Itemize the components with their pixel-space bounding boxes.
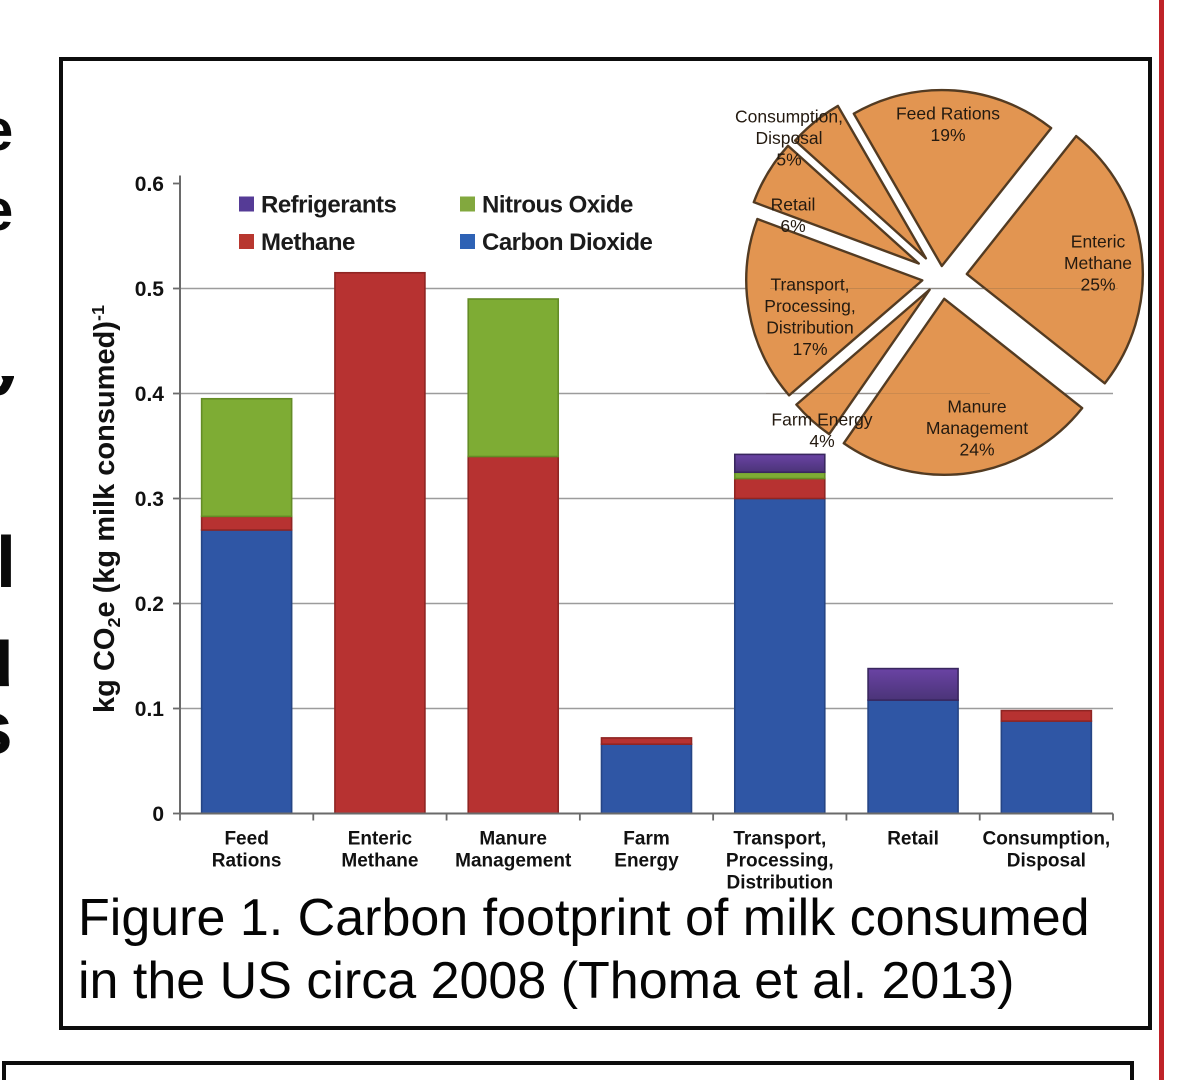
pie-slice-label: 17% — [792, 339, 827, 359]
pie-slice-label: Distribution — [766, 317, 854, 337]
next-figure-border-box — [2, 1061, 1134, 1080]
legend-swatch-refrigerants — [239, 196, 254, 212]
legend: Refrigerants Nitrous Oxide Methane Carbon D… — [239, 192, 653, 256]
bar-segment-nitrous-oxide — [200, 397, 293, 518]
x-category-label: Distribution — [726, 873, 833, 894]
legend-label: Refrigerants — [261, 192, 397, 219]
legend-swatch-nitrous-oxide — [460, 196, 475, 212]
x-category-label: Farm — [623, 829, 669, 850]
pie-slice-4 — [745, 217, 924, 397]
pie-slice-label: 24% — [959, 439, 994, 459]
pie-slice-label: 5% — [776, 149, 801, 169]
pie-slice-label: Management — [926, 418, 1028, 438]
pie-slice-label: Manure — [947, 396, 1006, 416]
y-tick-label: 0.6 — [135, 173, 164, 196]
pie-slice-label: 6% — [780, 216, 805, 236]
x-category-label: Retail — [887, 829, 939, 850]
legend-swatch-methane — [239, 234, 254, 249]
pie-slice-label: Transport, — [770, 274, 849, 294]
legend-swatch-carbon-dioxide — [460, 234, 475, 249]
pie-slice-3 — [795, 288, 931, 436]
pie-slice-label: Disposal — [755, 128, 822, 148]
edge-text-fragment: s — [0, 686, 13, 770]
pie-slice-label: Retail — [771, 194, 816, 214]
bar-segment-carbon-dioxide — [600, 743, 693, 815]
y-tick-label: 0.5 — [135, 278, 165, 301]
pie-slice-label: Enteric — [1071, 231, 1126, 251]
left-edge-text-fragments: ee y lus — [0, 98, 27, 770]
bar-segment-refrigerants — [733, 453, 826, 474]
x-category-label: Energy — [614, 851, 679, 872]
bar-segment-nitrous-oxide — [733, 471, 826, 480]
pie-slice-label: Feed Rations — [896, 103, 1000, 123]
x-category-label: Manure — [479, 829, 547, 850]
pie-slice-label: Consumption, — [735, 106, 843, 126]
x-category-label: Processing, — [726, 851, 834, 872]
x-category-label: Management — [455, 851, 572, 872]
bar-segment-carbon-dioxide — [867, 699, 959, 815]
pie-slice-label: 19% — [930, 125, 965, 145]
legend-label: Carbon Dioxide — [482, 229, 653, 256]
bar-segment-methane — [600, 737, 693, 746]
pie-slice-label: Methane — [1064, 253, 1132, 273]
x-category-label: Feed — [224, 829, 268, 850]
pie-slice-0 — [852, 88, 1053, 268]
bar-segment-methane — [1000, 709, 1093, 722]
pie-slice-label: 4% — [809, 431, 834, 451]
y-tick-label: 0.2 — [135, 593, 164, 616]
edge-text-fragment: l — [0, 523, 16, 603]
x-category-label: Enteric — [348, 829, 413, 850]
pie-slice-5 — [752, 144, 920, 265]
y-tick-label: 0.1 — [135, 698, 165, 721]
x-category-label: Methane — [341, 851, 418, 872]
bar-segment-methane — [200, 515, 293, 531]
pie-slice-1 — [965, 134, 1145, 385]
y-tick-label: 0.3 — [135, 488, 164, 511]
figure-caption-line1: Figure 1. Carbon footprint of milk consu… — [78, 889, 1090, 947]
bar-segment-methane — [733, 477, 826, 500]
legend-label: Nitrous Oxide — [482, 192, 633, 219]
pie-slice-2 — [842, 297, 1084, 476]
legend-label: Methane — [261, 229, 355, 256]
bar-segment-methane — [334, 271, 426, 815]
y-tick-label: 0 — [152, 803, 164, 826]
edge-text-fragment: u — [0, 606, 15, 705]
bar-segment-nitrous-oxide — [467, 298, 560, 458]
edge-text-fragment: y — [0, 318, 27, 396]
pie-slice-6 — [793, 104, 928, 260]
y-tick-label: 0.4 — [135, 383, 165, 406]
x-category-label: Rations — [212, 851, 282, 872]
red-margin-line — [1159, 0, 1164, 1080]
x-category-label: Disposal — [1007, 851, 1086, 872]
figure-caption: Figure 1. Carbon footprint of milk consu… — [78, 887, 1090, 1013]
y-axis-title: kg CO2e (kg milk consumed)-1 — [88, 305, 124, 713]
pie-slice-label: Processing, — [764, 296, 855, 316]
edge-text-fragment: e — [0, 98, 13, 163]
bar-segment-methane — [467, 455, 560, 815]
pie-slice-label: 25% — [1080, 274, 1115, 294]
bar-series — [200, 271, 1093, 815]
x-category-label: Consumption, — [983, 829, 1111, 850]
pie-slice-label: Farm Energy — [771, 409, 872, 429]
bar-segment-refrigerants — [867, 667, 959, 701]
bar-segment-carbon-dioxide — [733, 497, 826, 815]
edge-text-fragment: e — [0, 178, 13, 243]
bar-segment-carbon-dioxide — [200, 529, 293, 815]
figure-caption-line2: in the US circa 2008 (Thoma et al. 2013) — [78, 952, 1015, 1010]
x-category-label: Transport, — [733, 829, 826, 850]
bar-segment-carbon-dioxide — [1000, 720, 1093, 815]
